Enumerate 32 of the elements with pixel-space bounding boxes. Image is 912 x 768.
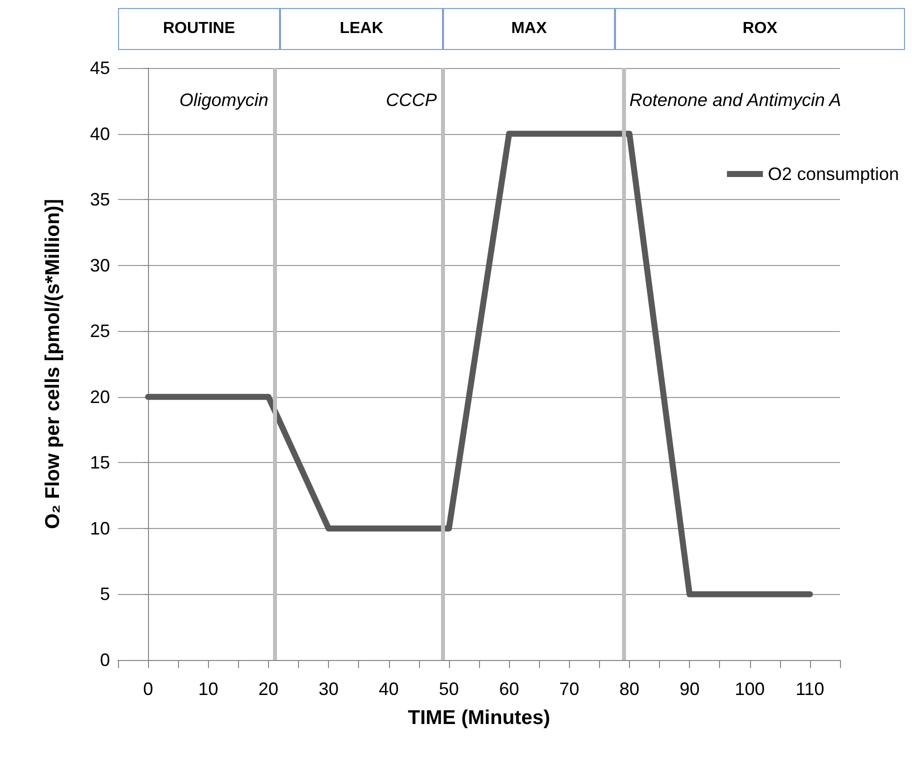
- y-tick-label: 25: [90, 321, 110, 342]
- y-tick-label: 20: [90, 386, 110, 407]
- x-tick-label: 100: [734, 679, 765, 699]
- y-tick-label: 5: [100, 584, 110, 604]
- y-tick-label: 30: [90, 255, 110, 276]
- x-tick-label: 0: [143, 679, 154, 699]
- text: MAX: [443, 8, 615, 50]
- ref-line-label: CCCP: [386, 90, 437, 110]
- text: LEAK: [280, 8, 443, 50]
- x-tick-label: 40: [378, 679, 399, 699]
- x-tick-label: 20: [258, 679, 278, 699]
- x-tick-label: 90: [680, 679, 700, 699]
- x-tick-label: 30: [318, 679, 339, 699]
- y-tick-label: 40: [90, 124, 110, 144]
- legend-label: O2 consumption: [768, 164, 900, 184]
- x-axis-title: TIME (Minutes): [408, 707, 550, 729]
- y-tick-label: 35: [90, 190, 110, 210]
- y-tick-label: 0: [100, 650, 110, 670]
- y-axis-title: O₂ Flow per cells [pmol/(s*Million)]: [42, 198, 64, 530]
- y-tick-label: 10: [90, 518, 110, 538]
- ref-line-label: Rotenone and Antimycin A: [629, 90, 842, 110]
- x-tick-label: 70: [559, 679, 580, 699]
- x-tick-label: 60: [499, 679, 520, 699]
- x-tick-label: 80: [619, 679, 640, 699]
- x-tick-label: 10: [198, 679, 218, 699]
- y-tick-label: 15: [90, 452, 110, 473]
- text: ROX: [615, 8, 905, 50]
- x-tick-label: 110: [796, 679, 824, 699]
- x-tick-label: 50: [438, 679, 459, 699]
- ref-line-label: Oligomycin: [179, 90, 268, 110]
- text: ROUTINE: [118, 8, 280, 50]
- y-tick-label: 45: [90, 58, 110, 78]
